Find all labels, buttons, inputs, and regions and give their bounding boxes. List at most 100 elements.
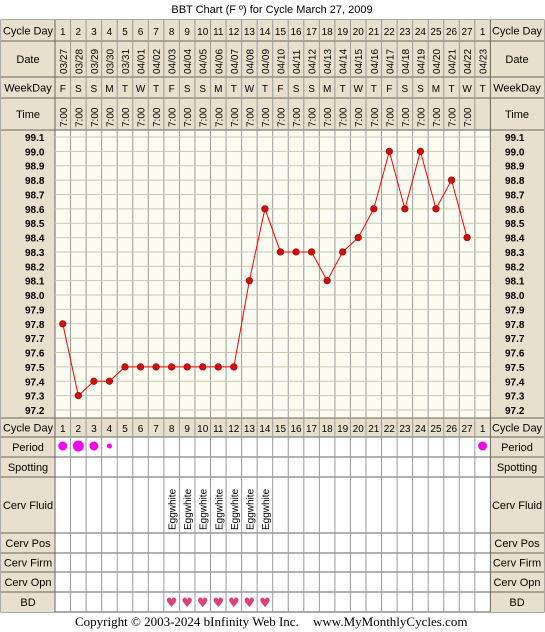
temperature-point [463, 233, 471, 242]
row-label-right-cerv-opn: Cerv Opn [493, 577, 540, 589]
temperature-point [323, 277, 331, 285]
cycle-day-number: 21 [368, 27, 380, 38]
row-label-right-spotting: Spotting [497, 462, 537, 474]
cycle-day-number: 23 [399, 27, 411, 38]
weekday-label: S [293, 84, 300, 95]
temperature-point [199, 363, 207, 371]
row-label-cycle-day: Cycle Day [3, 423, 54, 435]
temperature-point [276, 248, 285, 256]
bd-heart-icon: ♥ [259, 596, 271, 611]
time-label: 7:00 [339, 107, 350, 127]
date-label: 04/09 [261, 49, 272, 74]
bd-heart-icon: ♥ [197, 596, 209, 611]
cycle-day-number: 8 [169, 27, 175, 38]
y-tick-label-right: 98.9 [505, 162, 525, 173]
weekday-label: F [277, 84, 283, 95]
bd-heart-icon: ♥ [228, 596, 240, 611]
y-tick-label-right: 98.1 [505, 277, 525, 288]
y-tick-label: 98.9 [25, 162, 45, 173]
y-tick-label: 97.7 [25, 334, 45, 345]
cycle-day-number: 16 [290, 27, 302, 38]
time-label: 7:00 [245, 107, 256, 127]
time-label: 7:00 [463, 107, 474, 127]
weekday-label: T [153, 84, 159, 95]
y-tick-label: 98.7 [25, 190, 45, 201]
time-label: 7:00 [308, 107, 319, 127]
date-label: 04/02 [152, 49, 163, 74]
weekday-label: S [417, 84, 424, 95]
date-label: 04/01 [137, 49, 148, 74]
row-label-weekday: WeekDay [4, 83, 52, 95]
time-label: 7:00 [121, 107, 132, 127]
cycle-day-number: 17 [306, 27, 318, 38]
cycle-day-number-bottom: 21 [368, 424, 380, 435]
row-label-cerv-opn: Cerv Opn [4, 577, 51, 589]
y-tick-label: 97.4 [25, 377, 45, 388]
weekday-label: S [308, 84, 315, 95]
weekday-label: M [432, 84, 440, 95]
temperature-point [59, 320, 67, 328]
time-label: 7:00 [137, 107, 148, 127]
cycle-day-number: 3 [91, 27, 97, 38]
date-label: 04/14 [339, 49, 350, 74]
date-label: 03/31 [121, 49, 132, 74]
temperature-point [230, 363, 238, 371]
cycle-day-number-bottom: 11 [213, 424, 224, 435]
row-label-cycle-day: Cycle Day [3, 26, 54, 38]
y-tick-label-right: 97.3 [505, 392, 525, 403]
time-label: 7:00 [261, 107, 272, 127]
period-marker [478, 441, 488, 451]
time-label: 7:00 [199, 107, 210, 127]
y-tick-label-right: 98.2 [505, 262, 525, 273]
cycle-day-number: 15 [275, 27, 287, 38]
row-label-right-cerv-fluid: Cerv Fluid [492, 500, 542, 512]
cerv-fluid-label: Eggwhite [168, 488, 179, 530]
cycle-day-number-bottom: 26 [446, 424, 458, 435]
y-tick-label-right: 98.6 [505, 205, 525, 216]
cycle-day-number-bottom: 27 [462, 424, 474, 435]
temperature-point [214, 363, 222, 371]
cycle-day-number: 1 [60, 27, 66, 38]
date-label: 04/18 [401, 49, 412, 74]
time-label: 7:00 [214, 107, 225, 127]
date-label: 04/11 [292, 49, 303, 74]
cerv-fluid-label: Eggwhite [261, 488, 272, 530]
cycle-day-number: 12 [228, 27, 240, 38]
y-tick-label-right: 98.4 [505, 234, 525, 245]
weekday-label: T [122, 84, 128, 95]
cycle-day-number: 14 [259, 27, 271, 38]
time-label: 7:00 [448, 107, 459, 127]
cycle-day-number: 9 [184, 27, 190, 38]
date-label: 03/27 [59, 49, 70, 74]
temperature-point [385, 147, 393, 155]
cycle-day-number: 5 [122, 27, 128, 38]
y-tick-label: 99.1 [25, 133, 45, 144]
cerv-fluid-label: Eggwhite [245, 488, 256, 530]
y-tick-label: 98.6 [25, 205, 45, 216]
cerv-fluid-label: Eggwhite [183, 488, 194, 530]
weekday-label: T [340, 84, 346, 95]
period-marker [89, 441, 99, 451]
weekday-label: T [262, 84, 268, 95]
y-tick-label: 97.2 [25, 406, 45, 417]
weekday-label: T [371, 84, 377, 95]
y-tick-label: 98.0 [25, 291, 45, 302]
date-label: 04/16 [370, 49, 381, 74]
date-label: 03/29 [90, 49, 101, 74]
cycle-day-number-bottom: 1 [480, 424, 486, 435]
weekday-label: M [214, 84, 222, 95]
footer-site[interactable]: www.MyMonthlyCycles.com [313, 614, 467, 629]
weekday-label: S [402, 84, 409, 95]
cycle-day-number-bottom: 5 [122, 424, 128, 435]
cycle-day-number-bottom: 3 [91, 424, 97, 435]
date-label: 04/15 [354, 49, 365, 74]
temperature-point [307, 248, 316, 256]
cerv-fluid-label: Eggwhite [214, 488, 225, 530]
temperature-point [339, 248, 347, 256]
time-label: 7:00 [59, 107, 70, 127]
time-label: 7:00 [90, 107, 101, 127]
temperature-point [74, 392, 82, 400]
row-label-right-bd: BD [509, 597, 524, 609]
y-tick-label: 98.2 [25, 262, 45, 273]
